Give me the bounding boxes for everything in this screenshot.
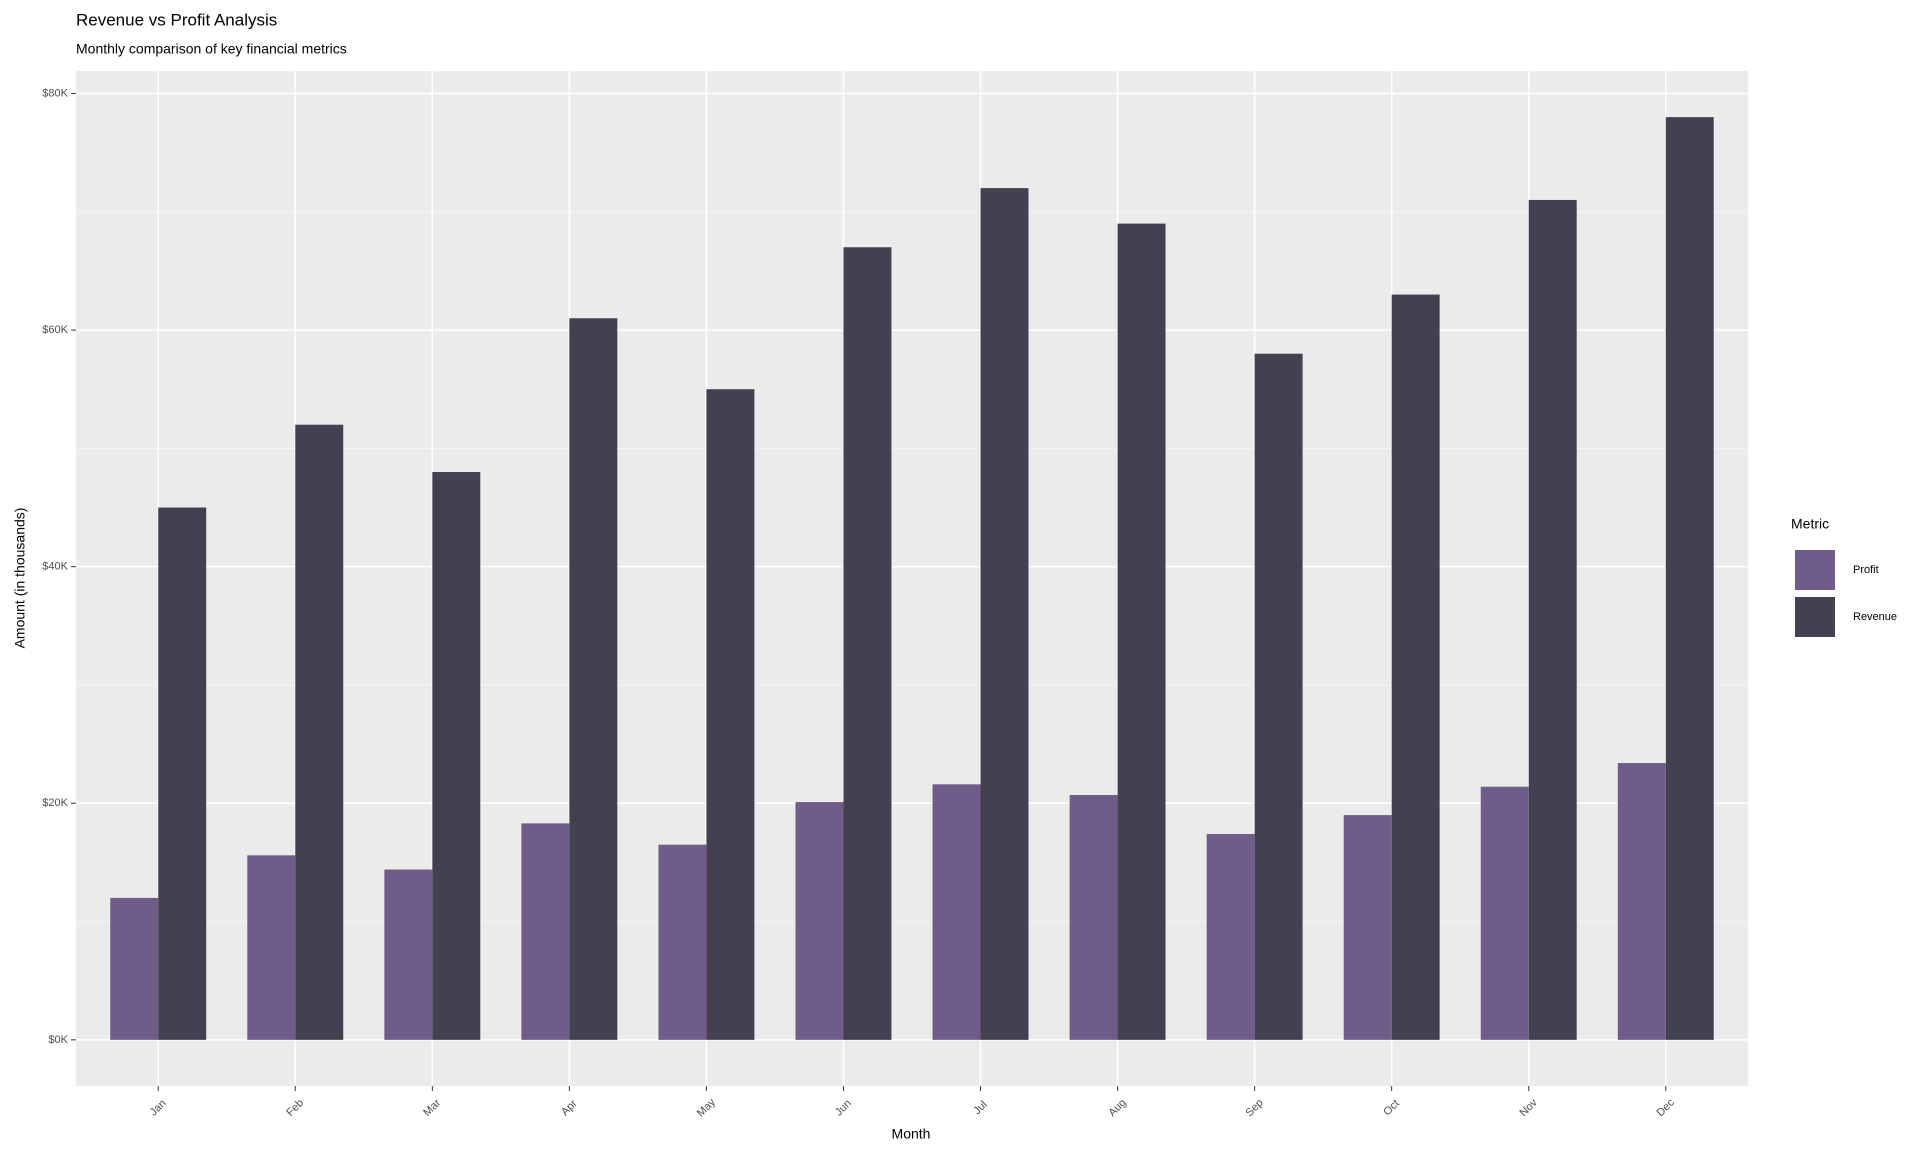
bar <box>110 897 159 1040</box>
legend-key <box>1793 595 1837 639</box>
x-tick-label: Oct <box>1381 1098 1402 1119</box>
bar <box>1117 223 1166 1040</box>
chart-title: Revenue vs Profit Analysis <box>76 10 277 29</box>
y-tick-label: $60K <box>42 324 68 336</box>
bar <box>1343 815 1392 1040</box>
panel-background <box>76 71 1748 1086</box>
bar <box>521 823 570 1040</box>
y-tick-label: $40K <box>42 561 68 573</box>
chart-subtitle: Monthly comparison of key financial metr… <box>76 41 347 57</box>
x-tick-label: Sep <box>1243 1097 1265 1119</box>
bar <box>1254 353 1303 1040</box>
y-tick-label: $20K <box>42 797 68 809</box>
legend-key <box>1793 548 1837 592</box>
bar <box>432 472 481 1040</box>
x-tick-label: Dec <box>1655 1096 1678 1119</box>
x-tick-label: Aug <box>1106 1097 1128 1119</box>
bars <box>110 117 1714 1040</box>
bar <box>843 247 892 1040</box>
y-tick-label: $0K <box>48 1034 68 1046</box>
bar <box>932 784 981 1040</box>
bar <box>158 507 207 1040</box>
legend-label: Revenue <box>1853 611 1897 623</box>
bar <box>247 855 296 1040</box>
bar <box>1480 786 1529 1040</box>
x-tick-label: Jul <box>971 1099 989 1117</box>
bar <box>980 188 1029 1040</box>
bar <box>1391 294 1440 1040</box>
bar <box>1206 834 1255 1040</box>
bar <box>658 844 707 1040</box>
bar <box>795 802 844 1040</box>
x-tick-label: Mar <box>421 1097 443 1119</box>
legend-title: Metric <box>1791 516 1829 532</box>
bar <box>295 424 344 1040</box>
bar <box>1528 199 1577 1040</box>
x-tick-label: Jun <box>833 1097 854 1118</box>
bar <box>1069 794 1118 1040</box>
bar <box>569 318 618 1040</box>
bar <box>1617 763 1666 1040</box>
x-tick-label: Feb <box>284 1097 306 1119</box>
y-axis-title: Amount (in thousands) <box>12 508 28 649</box>
legend-label: Profit <box>1853 564 1879 576</box>
y-tick-label: $80K <box>42 87 68 99</box>
bar <box>384 869 433 1040</box>
bar <box>706 389 755 1040</box>
bar <box>1665 117 1714 1040</box>
x-tick-label: Nov <box>1517 1096 1540 1119</box>
x-tick-label: Jan <box>148 1097 169 1118</box>
x-tick-label: Apr <box>559 1097 580 1118</box>
x-tick-label: May <box>695 1096 719 1120</box>
x-axis-title: Month <box>892 1126 931 1142</box>
